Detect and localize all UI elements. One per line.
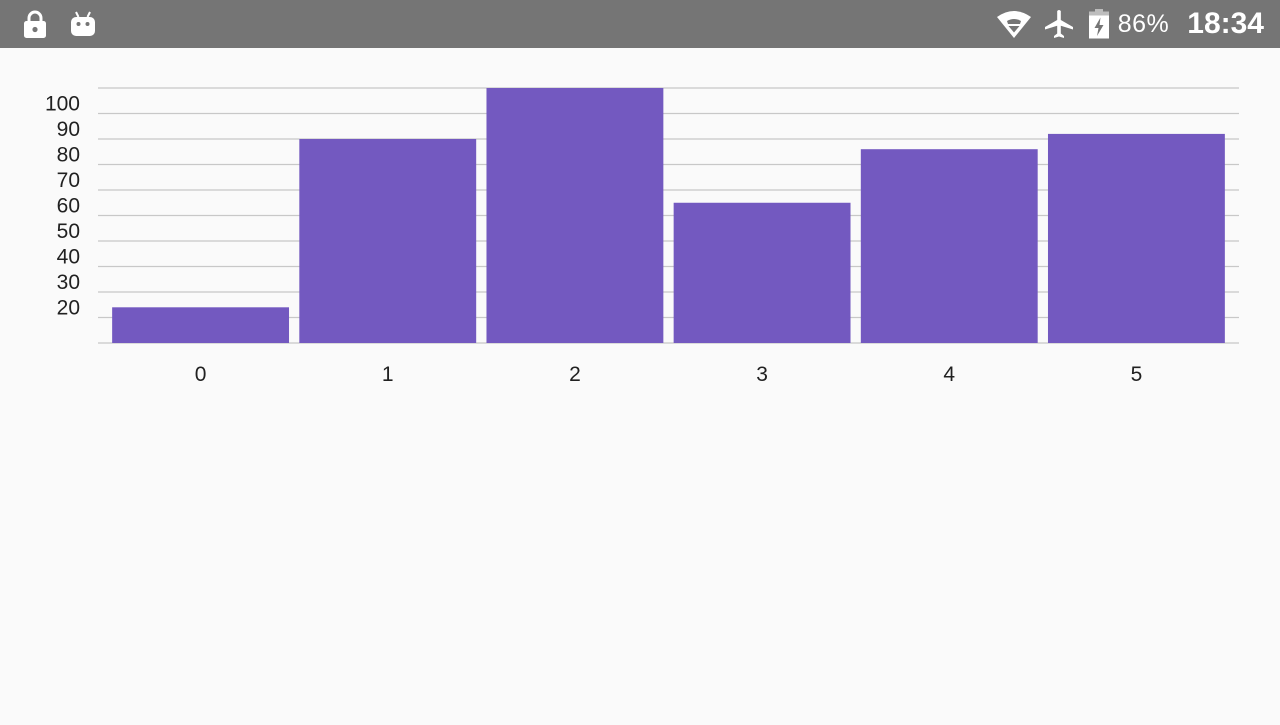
x-axis-labels: 0 1 2 3 4 5 xyxy=(195,363,1143,386)
x-tick-label: 0 xyxy=(195,363,207,386)
x-tick-label: 5 xyxy=(1131,363,1143,386)
bar-4 xyxy=(860,149,1038,343)
clock: 18:34 xyxy=(1187,7,1264,40)
x-tick-label: 2 xyxy=(569,363,581,386)
y-tick-label: 50 xyxy=(57,220,80,243)
x-tick-label: 3 xyxy=(756,363,768,386)
airplane-mode-icon xyxy=(1044,9,1074,39)
y-tick-label: 70 xyxy=(57,169,80,192)
y-tick-label: 80 xyxy=(57,144,80,167)
android-debug-icon xyxy=(70,9,96,39)
battery-percentage: 86% xyxy=(1117,9,1170,38)
y-tick-label: 20 xyxy=(57,297,80,320)
y-tick-label: 90 xyxy=(57,118,80,141)
bar-3 xyxy=(673,202,851,343)
notification-icons xyxy=(22,8,96,40)
bar-2 xyxy=(486,88,664,343)
bar-1 xyxy=(299,139,477,343)
chart-container: 20 30 40 50 60 70 80 90 100 0 1 2 3 4 5 xyxy=(0,48,1280,720)
system-status-area: 86% 18:34 xyxy=(996,0,1264,48)
y-tick-label: 30 xyxy=(57,271,80,294)
y-tick-label: 40 xyxy=(57,246,80,269)
bar-0 xyxy=(112,307,290,343)
status-bar: 86% 18:34 xyxy=(0,0,1280,48)
lock-icon xyxy=(22,9,48,39)
bar-5 xyxy=(1047,133,1225,343)
x-tick-label: 1 xyxy=(382,363,394,386)
battery-charging-icon xyxy=(1088,9,1110,39)
wifi-icon xyxy=(996,9,1032,39)
y-tick-label: 60 xyxy=(57,195,80,218)
x-tick-label: 4 xyxy=(943,363,955,386)
y-tick-label: 100 xyxy=(45,93,80,116)
bars xyxy=(112,88,1225,343)
